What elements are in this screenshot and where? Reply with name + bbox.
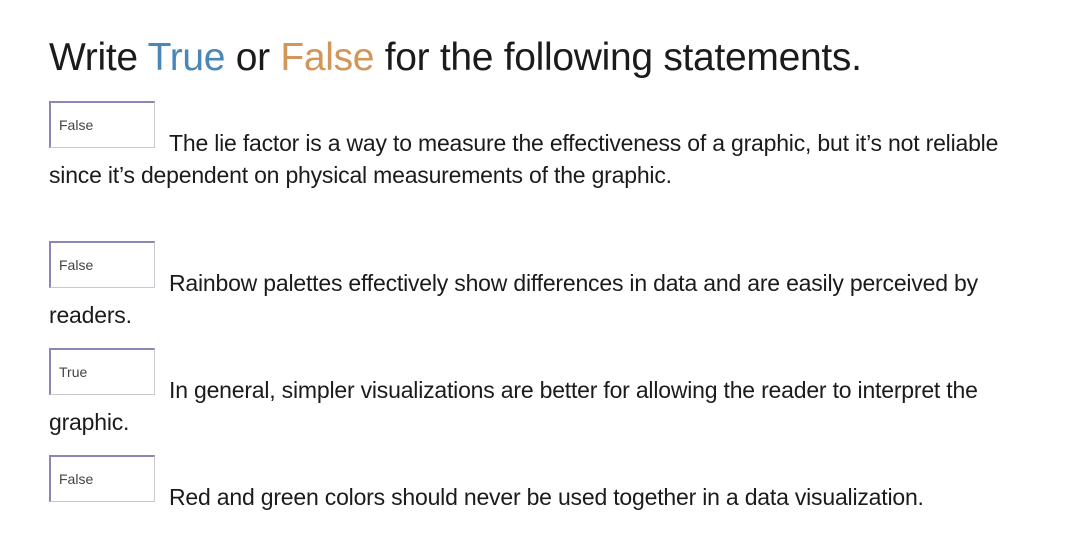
answer-input-1[interactable]: False (49, 101, 155, 148)
question-4: False Red and green colors should never b… (49, 455, 1039, 513)
title-word-true: True (147, 36, 226, 79)
answer-input-4[interactable]: False (49, 455, 155, 502)
question-1: False The lie factor is a way to measure … (49, 101, 1039, 191)
answer-input-2[interactable]: False (49, 241, 155, 288)
question-text-1: The lie factor is a way to measure the e… (49, 130, 999, 188)
answer-value-3: True (59, 364, 88, 380)
answer-value-2: False (59, 257, 94, 273)
page-title: Write True or False for the following st… (49, 34, 862, 82)
title-prefix: Write (49, 36, 148, 79)
question-3: True In general, simpler visualizations a… (49, 348, 1039, 438)
question-text-3: In general, simpler visualizations are b… (49, 377, 978, 435)
title-connector: or (225, 36, 281, 79)
answer-input-3[interactable]: True (49, 348, 155, 395)
question-2: False Rainbow palettes effectively show d… (49, 241, 1039, 331)
question-text-4: Red and green colors should never be use… (169, 484, 924, 510)
answer-value-4: False (59, 471, 94, 487)
title-suffix: for the following statements. (374, 36, 862, 79)
answer-value-1: False (59, 117, 94, 133)
question-text-2: Rainbow palettes effectively show differ… (49, 270, 978, 328)
title-word-false: False (280, 36, 375, 79)
